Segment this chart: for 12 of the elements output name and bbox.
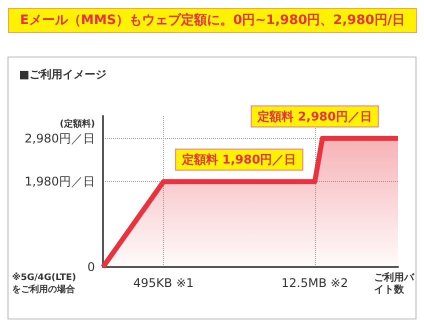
x-axis-title: ご利用バイト数 — [374, 272, 415, 296]
x-tick-label: 12.5MB ※2 — [281, 276, 348, 290]
x-tick-label: 495KB ※1 — [133, 276, 194, 290]
y-tick-label: 0 — [87, 260, 95, 274]
chart-title: Eメール（MMS）もウェブ定額に。0円~1,980円、2,980円/日 — [20, 12, 406, 28]
y-tick-label: 2,980円／日 — [24, 131, 95, 146]
text: ※5G/4G(LTE) をご利用の場合 — [12, 272, 76, 295]
annotation: 定額料 1,980円／日 — [181, 152, 296, 167]
chart-subtitle: ■ご利用イメージ — [19, 68, 106, 81]
y-tick-label: 1,980円／日 — [24, 174, 95, 189]
annotation: 定額料 2,980円／日 — [256, 109, 372, 124]
y-axis-title: (定額料) — [60, 118, 95, 130]
